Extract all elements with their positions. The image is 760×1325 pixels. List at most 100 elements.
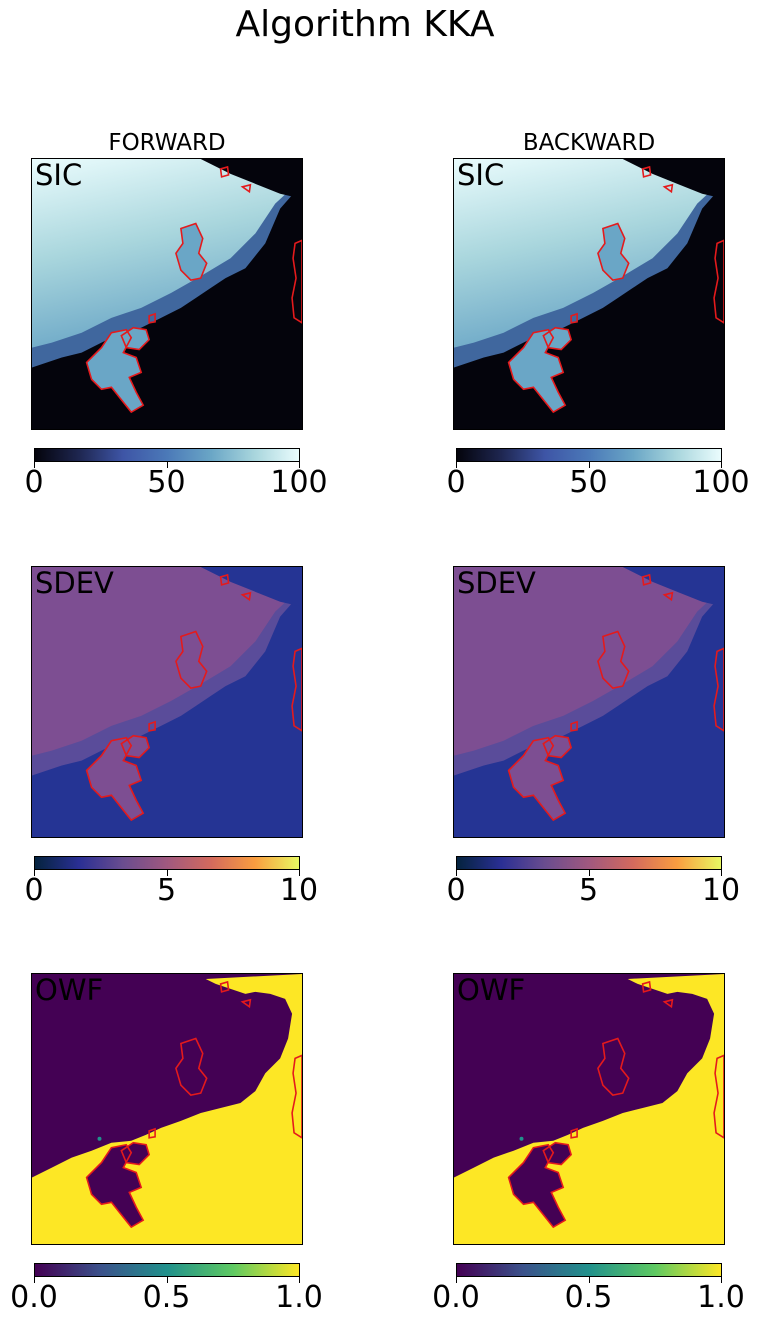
coastline-contour bbox=[507, 736, 567, 822]
coastline-contour bbox=[597, 1037, 630, 1096]
colorbar-tick bbox=[721, 1277, 722, 1283]
coastline-contour bbox=[641, 980, 652, 993]
colorbar-tick bbox=[456, 870, 457, 876]
colorbar-tick-label: 0 bbox=[24, 873, 44, 908]
coastline-contour bbox=[597, 630, 630, 689]
colorbar-tick-label: 0.5 bbox=[564, 1280, 613, 1315]
colorbar-thermal bbox=[34, 856, 300, 870]
land-svalbard bbox=[508, 329, 566, 413]
transition-pixel bbox=[97, 1136, 102, 1141]
sea-ice-area bbox=[32, 567, 302, 756]
colorbar-tick-label: 10 bbox=[701, 873, 741, 908]
colorbar-tick-label: 0.5 bbox=[142, 1280, 191, 1315]
colorbar-tick-label: 10 bbox=[279, 873, 319, 908]
colorbar-tick-label: 0.0 bbox=[10, 1280, 58, 1315]
coastline-contour bbox=[713, 239, 724, 324]
coastline-contour bbox=[175, 630, 208, 689]
coastline-contour bbox=[148, 312, 156, 324]
coastline-contour bbox=[662, 591, 674, 602]
coastline-contour bbox=[291, 239, 302, 324]
land-kong bbox=[597, 1038, 629, 1096]
coastline-contour bbox=[240, 591, 252, 602]
colorbar-tick bbox=[588, 870, 590, 876]
heatmap-image bbox=[32, 974, 302, 1244]
map-panel-sic-backward: SIC bbox=[453, 158, 725, 430]
open-water-wedge bbox=[200, 159, 302, 199]
colorbar-thermal bbox=[456, 856, 722, 870]
coastline-contour bbox=[713, 1054, 724, 1139]
colorbar-tick bbox=[299, 1277, 300, 1283]
colorbar-ice bbox=[34, 448, 300, 462]
sea-ice-area bbox=[454, 159, 724, 348]
transition-pixel bbox=[519, 1136, 524, 1141]
colorbar-tick-label: 0 bbox=[24, 465, 44, 500]
colorbar-tick bbox=[299, 462, 300, 468]
coastline-contour bbox=[507, 1143, 567, 1229]
column-title-forward: FORWARD bbox=[108, 130, 226, 156]
colorbar-tick-label: 5 bbox=[578, 873, 599, 908]
coastline-contour bbox=[291, 647, 302, 732]
coastline-contour bbox=[148, 1127, 156, 1139]
colorbar-tick-label: 1.0 bbox=[275, 1280, 323, 1315]
colorbar-tick-label: 100 bbox=[270, 465, 328, 500]
colorbar-tick bbox=[588, 462, 590, 468]
coastline-contour bbox=[85, 328, 145, 414]
colorbar-tick-label: 1.0 bbox=[697, 1280, 745, 1315]
sea-ice-area bbox=[32, 159, 302, 348]
panel-label: SIC bbox=[35, 158, 83, 192]
coastline-contour bbox=[219, 165, 230, 178]
panel-label: SDEV bbox=[457, 566, 536, 600]
map-panel-owf-backward: OWF bbox=[453, 973, 725, 1245]
colorbar-tick-label: 0.0 bbox=[432, 1280, 480, 1315]
coastline-overlay bbox=[507, 573, 724, 822]
coastline-contour bbox=[641, 573, 652, 586]
panel-label: SIC bbox=[457, 158, 505, 192]
coastline-contour bbox=[120, 1141, 151, 1166]
coastline-contour bbox=[120, 734, 151, 759]
colorbar-tick-label: 50 bbox=[569, 465, 608, 500]
colorbar-tick bbox=[34, 870, 35, 876]
coastline-contour bbox=[219, 980, 230, 993]
coastline-overlay bbox=[85, 165, 302, 414]
colorbar-tick bbox=[34, 1277, 35, 1283]
coastline-contour bbox=[148, 720, 156, 732]
coastline-contour bbox=[175, 222, 208, 281]
land-kong bbox=[597, 223, 629, 281]
coastline-contour bbox=[570, 1127, 578, 1139]
colorbar-tick-label: 100 bbox=[692, 465, 750, 500]
panel-label: OWF bbox=[35, 973, 104, 1007]
coastline-overlay bbox=[507, 165, 724, 414]
coastline-contour bbox=[175, 1037, 208, 1096]
land-svalbard bbox=[86, 329, 144, 413]
heatmap-image bbox=[32, 159, 302, 429]
coastline-contour bbox=[542, 734, 573, 759]
coastline-contour bbox=[662, 998, 674, 1009]
heatmap-image bbox=[32, 567, 302, 837]
coastline-contour bbox=[713, 647, 724, 732]
coastline-contour bbox=[507, 328, 567, 414]
land-kong bbox=[597, 631, 629, 689]
coastline-contour bbox=[662, 183, 674, 194]
coastline-contour bbox=[570, 720, 578, 732]
map-panel-owf-forward: OWF bbox=[31, 973, 303, 1245]
colorbar-tick bbox=[166, 462, 168, 468]
map-panel-sdev-forward: SDEV bbox=[31, 566, 303, 838]
coastline-overlay bbox=[85, 573, 302, 822]
land-svalbard bbox=[86, 737, 144, 821]
coastline-contour bbox=[240, 183, 252, 194]
map-panel-sdev-backward: SDEV bbox=[453, 566, 725, 838]
colorbar-tick bbox=[721, 462, 722, 468]
colorbar-tick bbox=[166, 870, 168, 876]
colorbar-viridis bbox=[456, 1263, 722, 1277]
panel-label: OWF bbox=[457, 973, 526, 1007]
coastline-contour bbox=[85, 736, 145, 822]
land-kong bbox=[175, 1038, 207, 1096]
coastline-contour bbox=[570, 312, 578, 324]
colorbar-tick bbox=[166, 1277, 168, 1283]
sea-ice-area bbox=[454, 567, 724, 756]
coastline-overlay bbox=[85, 980, 302, 1229]
heatmap-image bbox=[454, 974, 724, 1244]
colorbar-tick bbox=[456, 1277, 457, 1283]
coastline-contour bbox=[85, 1143, 145, 1229]
land-kong bbox=[175, 631, 207, 689]
